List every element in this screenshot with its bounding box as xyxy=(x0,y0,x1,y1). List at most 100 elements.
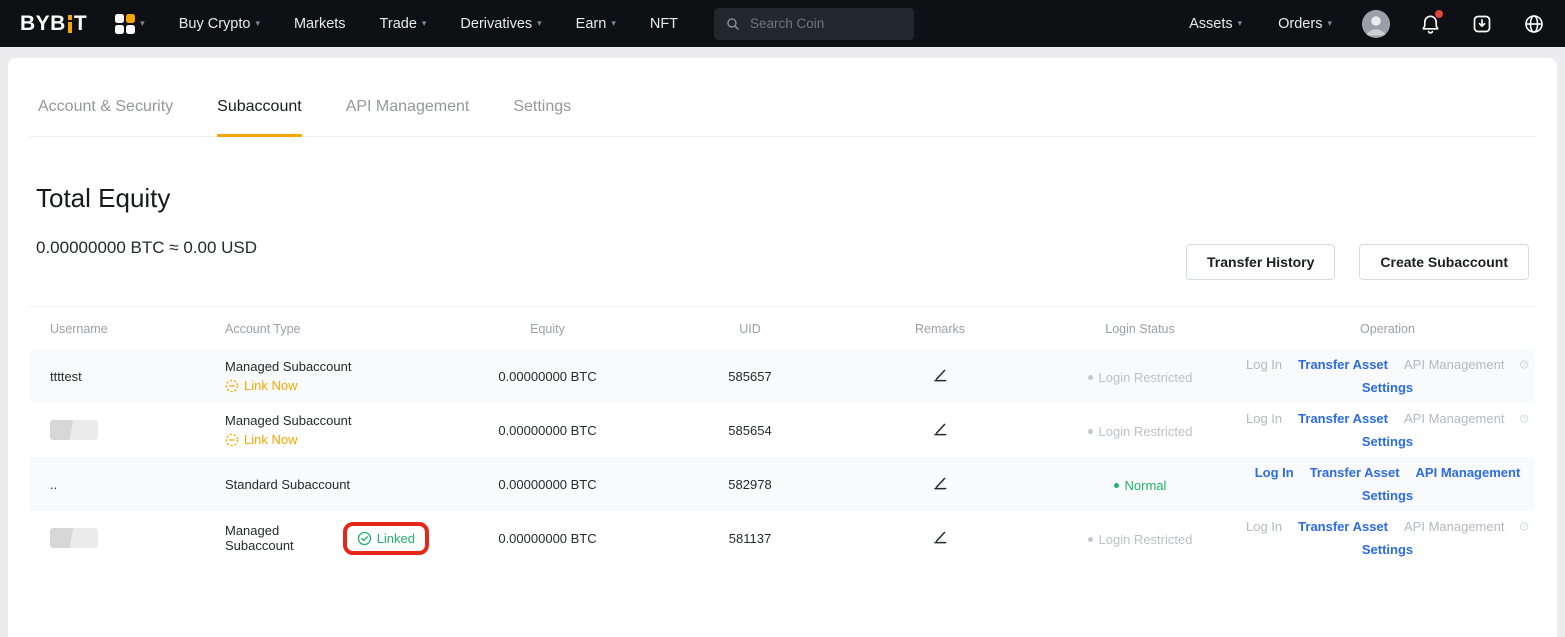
op-transfer-asset-link[interactable]: Transfer Asset xyxy=(1298,519,1388,534)
download-app-button[interactable] xyxy=(1471,13,1493,35)
column-header-login-status: Login Status xyxy=(1105,322,1175,336)
nav-item-nft[interactable]: NFT xyxy=(649,15,679,32)
equity-cell: 0.00000000 BTC xyxy=(498,422,597,438)
logo-text-prefix: BYB xyxy=(20,11,66,35)
link-now-icon xyxy=(225,379,239,392)
coin-search-box[interactable] xyxy=(714,7,915,40)
op-api-management-link[interactable]: API Management xyxy=(1404,357,1505,372)
nav-item-assets[interactable]: Assets ▾ xyxy=(1189,15,1243,32)
login-status-cell: Login Restricted xyxy=(1040,349,1240,403)
edit-remark-button[interactable] xyxy=(932,421,948,437)
search-input[interactable] xyxy=(747,15,903,32)
nav-item-buy-crypto[interactable]: Buy Crypto ▾ xyxy=(178,15,260,32)
tab-settings[interactable]: Settings xyxy=(513,98,572,115)
uid-cell: 585657 xyxy=(728,368,772,384)
chevron-down-icon: ▾ xyxy=(1327,18,1332,28)
chevron-down-icon: ▾ xyxy=(255,18,260,28)
apps-menu-button[interactable]: ▾ xyxy=(115,13,145,34)
help-icon[interactable]: ? xyxy=(1520,358,1529,371)
login-status-cell: Normal xyxy=(1040,457,1240,511)
globe-language-icon xyxy=(1525,14,1543,33)
account-avatar-button[interactable] xyxy=(1362,9,1390,38)
op-settings-link[interactable]: Settings xyxy=(1361,380,1414,395)
column-header-equity: Equity xyxy=(530,322,565,336)
op-log-in-link[interactable]: Log In xyxy=(1254,465,1294,480)
username-cell: ttttest xyxy=(30,349,205,403)
status-dot-icon xyxy=(1087,428,1093,434)
op-api-management-link[interactable]: API Management xyxy=(1404,411,1505,426)
username-cell xyxy=(30,403,205,457)
edit-remark-button[interactable] xyxy=(932,475,948,491)
op-transfer-asset-link[interactable]: Transfer Asset xyxy=(1298,357,1388,372)
uid-cell: 581137 xyxy=(728,530,772,546)
apps-grid-icon xyxy=(115,13,136,34)
table-row: Managed Subaccount Linked 0.00000000 BTC … xyxy=(30,511,1535,565)
op-transfer-asset-link[interactable]: Transfer Asset xyxy=(1309,465,1400,480)
op-settings-link[interactable]: Settings xyxy=(1361,488,1414,503)
redacted-username xyxy=(50,528,98,548)
subaccount-table: Username Account Type Equity UID Remarks Logi… xyxy=(30,306,1535,565)
create-subaccount-button[interactable]: Create Subaccount xyxy=(1359,244,1529,280)
remarks-cell xyxy=(840,511,1040,565)
notifications-button[interactable] xyxy=(1420,9,1443,35)
edit-remark-button[interactable] xyxy=(932,367,948,383)
help-icon[interactable]: ? xyxy=(1520,520,1529,533)
nav-item-markets[interactable]: Markets xyxy=(293,15,346,32)
op-settings-link[interactable]: Settings xyxy=(1361,542,1414,557)
op-log-in-link[interactable]: Log In xyxy=(1246,519,1283,534)
transfer-history-button[interactable]: Transfer History xyxy=(1186,244,1336,280)
operation-cell: Log In Transfer Asset API Management? Setti… xyxy=(1240,349,1535,403)
login-status-badge: Login Restricted xyxy=(1087,370,1192,385)
op-api-management-link[interactable]: API Management xyxy=(1404,519,1505,534)
language-button[interactable] xyxy=(1523,13,1545,35)
operation-cell: Log In Transfer Asset API Management? Setti… xyxy=(1240,403,1535,457)
link-now-button[interactable]: Link Now xyxy=(225,432,429,447)
nav-item-trade[interactable]: Trade ▾ xyxy=(379,15,427,32)
edit-remark-button[interactable] xyxy=(932,529,948,545)
op-log-in-link[interactable]: Log In xyxy=(1246,357,1283,372)
link-now-label: Link Now xyxy=(244,432,298,447)
link-now-icon xyxy=(225,433,239,446)
op-settings-link[interactable]: Settings xyxy=(1361,434,1414,449)
account-type-text: Standard Subaccount xyxy=(225,476,351,492)
op-transfer-asset-link[interactable]: Transfer Asset xyxy=(1298,411,1388,426)
chevron-down-icon: ▾ xyxy=(421,18,427,28)
notification-bell-icon xyxy=(1422,15,1439,34)
link-now-button[interactable]: Link Now xyxy=(225,378,429,393)
annotation-highlight-box: Linked xyxy=(342,521,429,555)
edit-pencil-icon xyxy=(934,531,947,543)
help-icon[interactable]: ? xyxy=(1520,412,1529,425)
account-type-text: Managed Subaccount xyxy=(225,359,352,374)
nav-item-orders[interactable]: Orders ▾ xyxy=(1278,15,1332,32)
operation-cell: Log In Transfer Asset API Management Settin… xyxy=(1240,457,1535,511)
topbar: BYB T ▾ Buy Crypto ▾ Markets Trade ▾ Derivati… xyxy=(0,0,1565,47)
nav-item-derivatives[interactable]: Derivatives ▾ xyxy=(460,15,542,32)
username-cell xyxy=(30,511,205,565)
op-log-in-link[interactable]: Log In xyxy=(1246,411,1283,426)
tab-subaccount[interactable]: Subaccount xyxy=(217,98,302,137)
svg-text:?: ? xyxy=(1523,362,1526,368)
bybit-logo[interactable]: BYB T xyxy=(20,12,87,36)
tab-account-security[interactable]: Account & Security xyxy=(38,98,174,115)
remarks-cell xyxy=(840,349,1040,403)
tabs: Account & Security Subaccount API Manageme… xyxy=(30,58,1535,137)
subaccount-table-wrap: Username Account Type Equity UID Remarks Logi… xyxy=(30,306,1535,565)
tab-api-management[interactable]: API Management xyxy=(345,98,470,115)
equity-cell: 0.00000000 BTC xyxy=(498,476,597,492)
op-api-management-link[interactable]: API Management xyxy=(1415,465,1521,480)
linked-badge: Linked xyxy=(357,531,415,546)
logo-accent-mark-icon xyxy=(67,14,72,33)
total-equity-value: 0.00000000 BTC ≈ 0.00 USD xyxy=(36,238,258,257)
status-dot-icon xyxy=(1087,536,1093,542)
edit-pencil-icon xyxy=(934,477,947,489)
account-type-cell: Managed Subaccount Link Now xyxy=(205,403,435,457)
account-type-text: Managed Subaccount xyxy=(225,523,294,553)
download-icon xyxy=(1473,15,1491,32)
equity-cell: 0.00000000 BTC xyxy=(498,368,597,384)
nav-item-earn[interactable]: Earn ▾ xyxy=(575,15,616,32)
notification-dot xyxy=(1435,9,1443,18)
redacted-username xyxy=(50,420,98,440)
edit-pencil-icon xyxy=(934,423,947,435)
avatar-icon xyxy=(1362,9,1390,38)
action-buttons: Transfer History Create Subaccount xyxy=(1186,244,1529,280)
